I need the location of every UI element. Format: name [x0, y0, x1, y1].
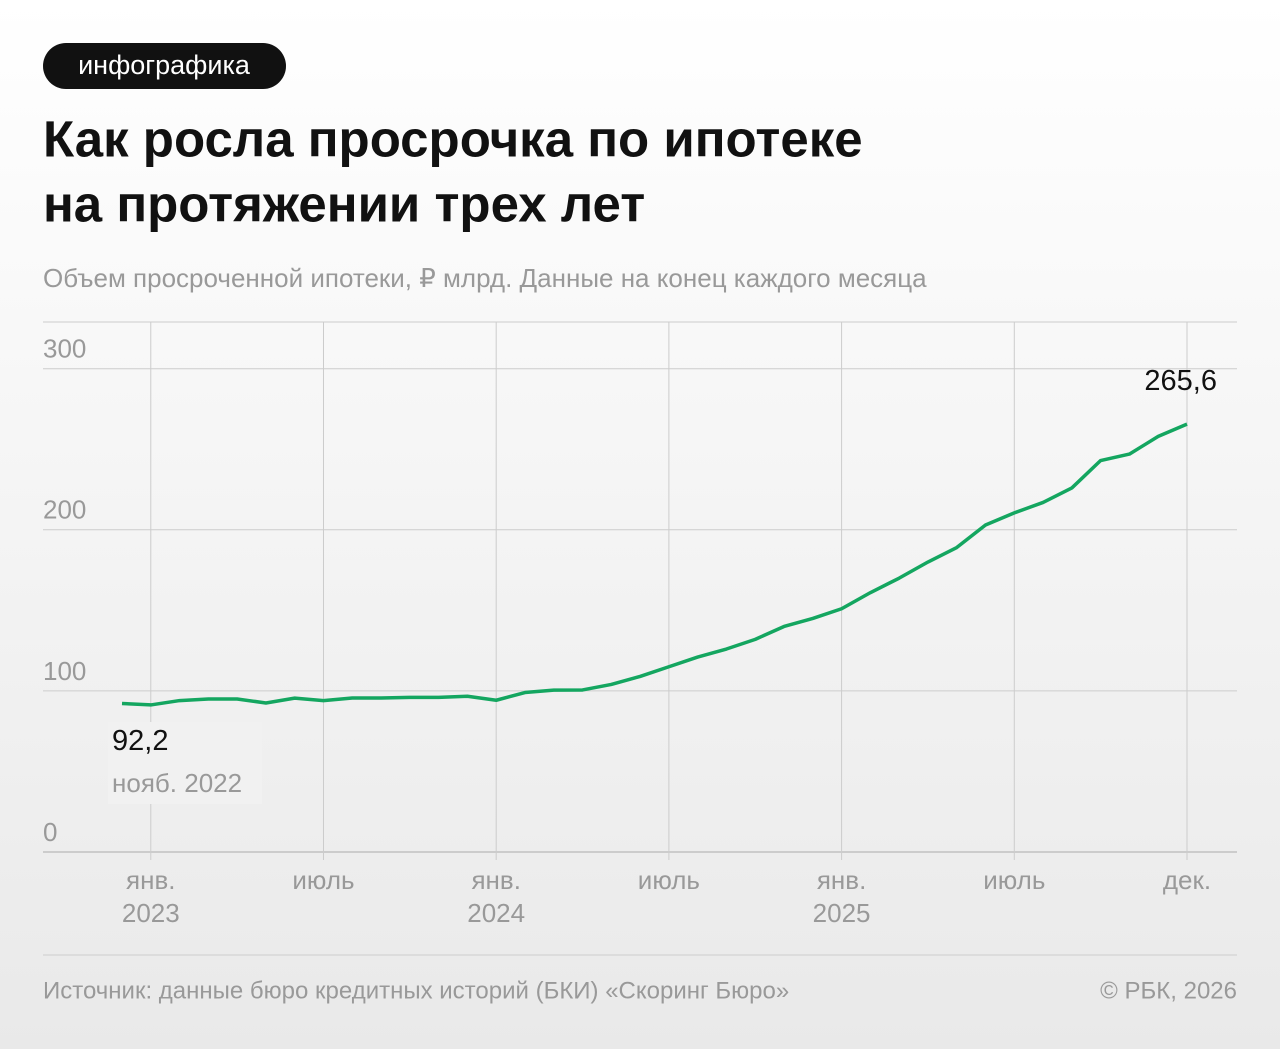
y-tick-label: 200: [43, 495, 86, 525]
x-tick-label: дек.: [1162, 865, 1212, 895]
label-bg: [108, 722, 262, 804]
badge: инфографика: [78, 50, 251, 80]
x-tick-label: июль: [637, 865, 700, 895]
line: [121, 422, 1188, 707]
start-date-label: нояб. 2022: [112, 768, 242, 798]
value-label: 92,2: [112, 725, 168, 757]
x-tick-label: янв. 2023: [121, 865, 180, 928]
x-tick-label: янв. 2024: [467, 865, 526, 928]
source: Источник: данные бюро кредитных историй …: [43, 977, 789, 1004]
x-tick-label: янв. 2025: [812, 865, 871, 928]
y-tick-label: 100: [43, 656, 86, 686]
badge-bg: [43, 43, 286, 89]
y-tick-label: 300: [43, 334, 86, 364]
y-tick-label: 0: [43, 817, 57, 847]
chart-subtitle: Объем просроченной ипотеки, ₽ млрд. Данн…: [43, 263, 927, 293]
value-label: 265,6: [1144, 365, 1217, 397]
x-tick-label: июль: [983, 865, 1046, 895]
copyright: © РБК, 2026: [1100, 977, 1237, 1004]
chart-title: Как росла просрочка по ипотеке: [43, 110, 863, 167]
x-tick-label: июль: [292, 865, 355, 895]
chart-title: на протяжении трех лет: [43, 175, 645, 232]
